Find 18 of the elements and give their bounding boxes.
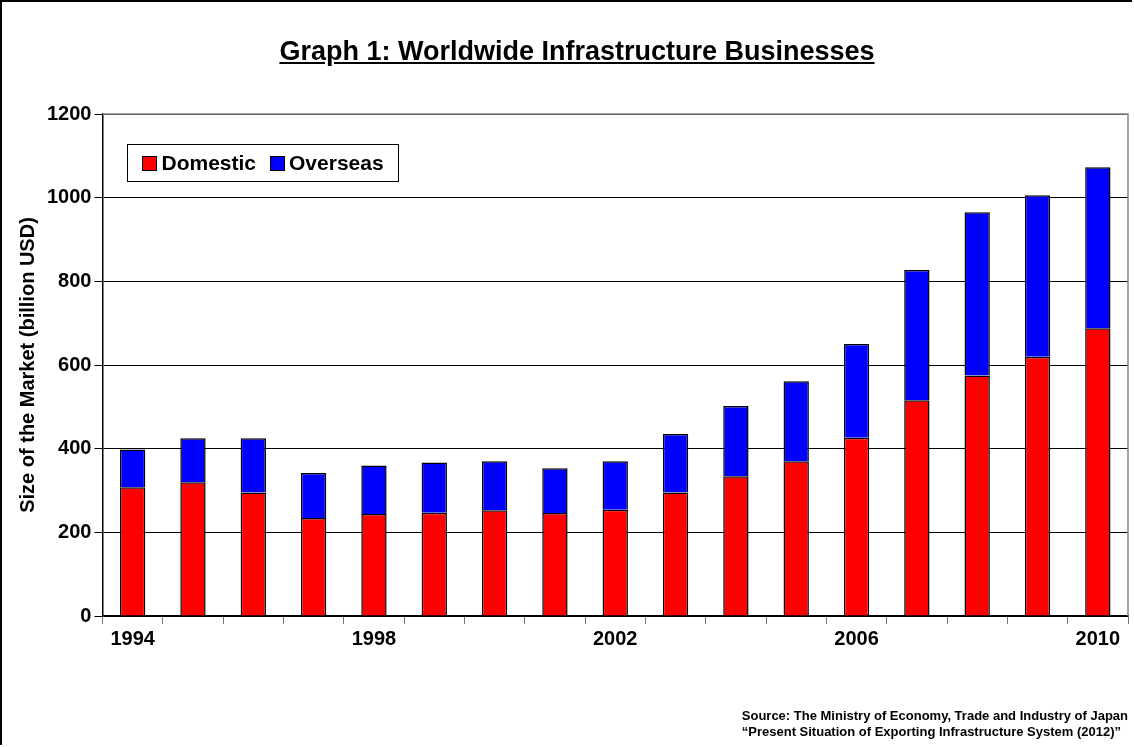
y-tick-label: 600 [58, 352, 92, 375]
source-note: Source: The Ministry of Economy, Trade and Industry of Japan [741, 708, 1128, 724]
x-tick-label: 2002 [593, 626, 638, 649]
x-tick-label: 1998 [351, 626, 397, 649]
legend-label: Overseas [289, 151, 384, 174]
y-tick-label: 1200 [46, 101, 92, 124]
y-tick-label: 1000 [46, 185, 92, 208]
y-tick-label: 200 [58, 519, 92, 542]
x-tick-label: 2006 [834, 626, 879, 649]
text: “Present Situation of Exporting Infrastructure System (2012)” [741, 724, 1123, 740]
x-tick-label: 2010 [1075, 626, 1121, 649]
y-tick-label: 800 [58, 268, 92, 291]
x-tick-label: 1994 [110, 626, 156, 649]
legend-label: Domestic [161, 151, 257, 174]
y-tick-label: 400 [58, 436, 92, 459]
y-axis-title: Size of the Market (billion USD) [15, 217, 38, 513]
chart-title: Graph 1: Worldwide Infrastructure Businesses [278, 36, 876, 67]
y-tick-label: 0 [80, 603, 92, 626]
